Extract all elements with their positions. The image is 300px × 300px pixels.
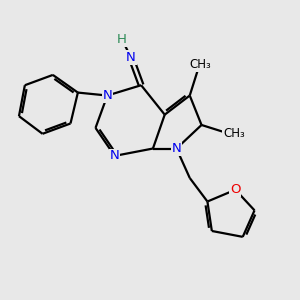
Text: CH₃: CH₃	[223, 127, 245, 140]
Text: H: H	[117, 33, 127, 46]
Text: N: N	[126, 51, 136, 64]
Text: N: N	[110, 149, 119, 162]
Text: N: N	[102, 89, 112, 102]
Text: N: N	[172, 142, 182, 155]
Text: O: O	[230, 183, 241, 196]
Text: CH₃: CH₃	[189, 58, 211, 71]
